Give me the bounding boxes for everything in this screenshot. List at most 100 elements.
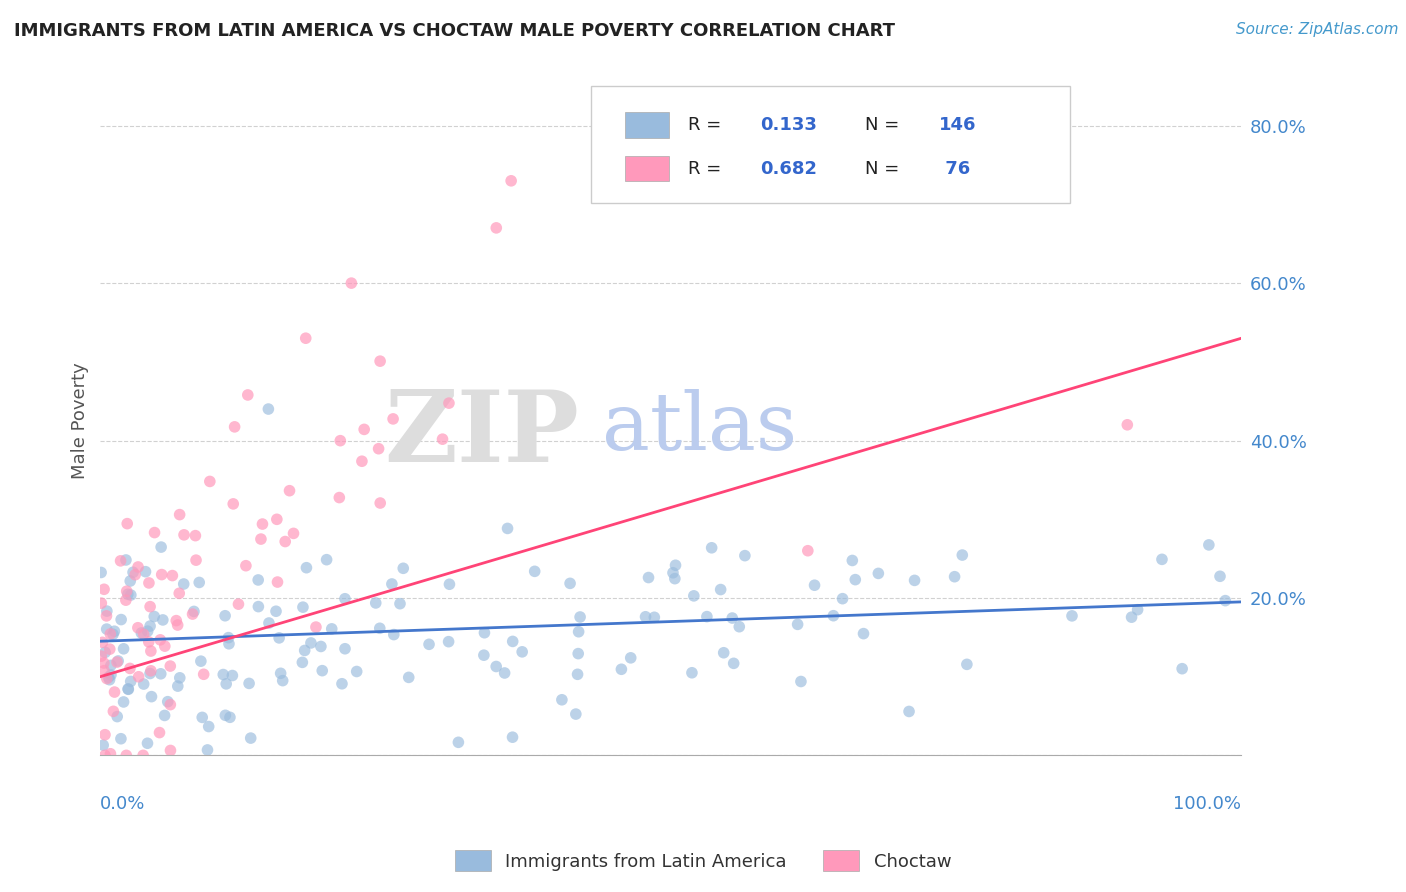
Point [278,483,301,498]
Point [831,591,853,606]
Point [271,673,294,688]
Point [432,432,454,446]
Point [333,591,356,606]
Point [132,748,155,763]
Point [188,575,211,590]
Point [723,657,745,671]
Point [212,667,235,681]
Point [190,654,212,668]
Point [138,635,160,649]
Point [797,543,820,558]
Point [97,670,120,684]
Point [131,626,153,640]
Point [93,582,115,597]
Point [1126,603,1149,617]
Point [105,655,128,669]
Point [165,614,187,628]
Point [128,670,150,684]
Point [139,599,162,614]
Text: N =: N = [865,116,905,134]
Y-axis label: Male Poverty: Male Poverty [72,362,89,479]
Point [274,534,297,549]
Point [112,695,135,709]
Point [222,497,245,511]
Point [198,475,221,489]
Point [117,681,139,696]
Point [169,671,191,685]
Point [156,695,179,709]
Point [143,525,166,540]
Point [162,568,184,582]
Point [132,677,155,691]
Point [368,621,391,635]
Point [143,609,166,624]
Point [148,725,170,739]
Point [299,636,322,650]
Point [134,565,156,579]
Point [96,604,118,618]
Point [90,596,112,610]
Point [191,710,214,724]
Point [139,666,162,681]
Point [118,661,141,675]
Point [214,608,236,623]
Text: atlas: atlas [602,389,797,467]
Point [159,743,181,757]
Point [93,664,115,678]
Point [696,609,718,624]
Point [494,665,516,680]
Point [115,748,138,763]
Point [91,738,114,752]
Point [98,673,121,687]
Point [510,645,533,659]
Point [437,396,460,410]
FancyBboxPatch shape [591,87,1070,203]
Point [117,682,139,697]
Point [568,624,591,639]
Point [682,589,704,603]
Point [681,665,703,680]
Point [309,640,332,654]
Point [96,622,118,636]
Point [551,692,574,706]
Point [257,402,280,417]
Point [136,624,159,639]
Point [149,666,172,681]
Point [115,553,138,567]
Point [353,422,375,436]
Point [350,454,373,468]
Point [228,597,250,611]
Text: Source: ZipAtlas.com: Source: ZipAtlas.com [1236,22,1399,37]
FancyBboxPatch shape [626,112,669,138]
Point [98,627,121,641]
Point [173,577,195,591]
Point [270,666,292,681]
Point [101,627,124,641]
Point [115,516,138,531]
Point [447,735,470,749]
Point [127,560,149,574]
Point [294,331,316,345]
Point [93,656,115,670]
Point [218,637,240,651]
Point [664,558,686,573]
Point [139,664,162,678]
Text: R =: R = [688,116,727,134]
Point [841,553,863,567]
Point [120,574,142,588]
Point [110,554,132,568]
Point [567,647,589,661]
Point [139,619,162,633]
Point [91,635,114,649]
Text: N =: N = [865,160,905,178]
Point [330,677,353,691]
Point [238,676,260,690]
Point [264,604,287,618]
Point [100,658,122,673]
Point [485,659,508,673]
Point [305,620,328,634]
Point [1060,608,1083,623]
Legend: Immigrants from Latin America, Choctaw: Immigrants from Latin America, Choctaw [447,843,959,879]
Point [115,584,138,599]
Point [637,570,659,584]
